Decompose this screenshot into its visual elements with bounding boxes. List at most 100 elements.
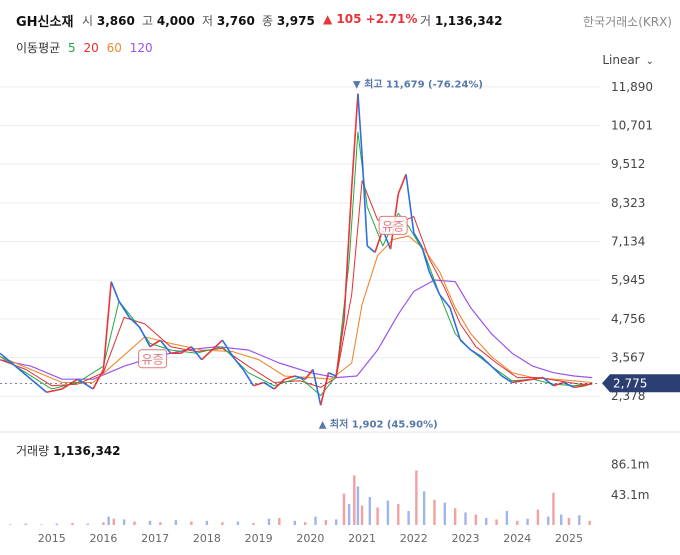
- volume-bar: [86, 523, 90, 525]
- volume-bar: [552, 492, 555, 525]
- high-price: 고 4,000: [142, 14, 195, 28]
- y-axis: 11,890 10,701 9,512 8,323 7,134 5,945 4,756 3,5…: [611, 80, 653, 403]
- price-segment: [574, 384, 585, 389]
- low-price: 저 3,760: [202, 14, 255, 28]
- y-tick-label: 9,512: [611, 157, 645, 171]
- volume-bar: [567, 518, 571, 525]
- event-tag-label: 유증: [382, 219, 404, 233]
- price-segment: [312, 369, 322, 406]
- price-segment: [553, 381, 565, 387]
- stock-name[interactable]: GH신소재: [16, 15, 74, 30]
- price-segment: [350, 93, 359, 188]
- price-segment: [428, 271, 441, 295]
- x-tick-label: 2022: [400, 532, 428, 545]
- volume-bar: [55, 523, 59, 525]
- x-tick-label: 2021: [348, 532, 376, 545]
- low-annotation: ▲ 최저 1,902 (45.90%): [319, 418, 438, 431]
- scale-dropdown[interactable]: Linear ⌄: [602, 53, 654, 67]
- volume-bar: [386, 500, 390, 525]
- price-segment: [397, 174, 407, 195]
- price-segment: [459, 339, 472, 351]
- volume-bar: [71, 522, 74, 525]
- price-segment: [542, 376, 554, 387]
- ma-label: 이동평균: [16, 41, 61, 55]
- volume-bar: [415, 470, 418, 525]
- quote-header: GH신소재 시 3,860 고 4,000 저 3,760 종 3,975 ▲ …: [0, 0, 680, 34]
- up-arrow-icon: ▲: [323, 12, 333, 26]
- ma-60: 60: [106, 41, 122, 55]
- grid-lines: [0, 86, 680, 433]
- price-segment: [77, 378, 94, 390]
- annotations: ▼ 최고 11,679 (-76.24%) ▲ 최저 1,902 (45.90%)…: [138, 78, 483, 431]
- volume-tick-label: 43.1m: [611, 488, 649, 502]
- y-tick-label: 3,567: [611, 351, 645, 365]
- volume-bar: [422, 491, 426, 525]
- volume-axis: 86.1m 43.1m: [611, 458, 649, 502]
- volume-bar: [360, 505, 364, 525]
- x-tick-label: 2016: [89, 532, 117, 545]
- price-segment: [294, 375, 306, 380]
- y-tick-label: 4,756: [611, 312, 645, 326]
- x-axis: 2015 2016 2017 2018 2019 2020 2021 2022 2023 2024…: [38, 532, 583, 545]
- volume-bar: [464, 512, 467, 525]
- price-segment: [319, 372, 330, 406]
- price-segment: [92, 369, 105, 390]
- volume-bar: [133, 521, 136, 525]
- price-segment: [149, 339, 161, 348]
- price-segment: [511, 380, 523, 384]
- current-price-label: 2,775: [613, 376, 647, 390]
- volume-panel-value: 1,136,342: [52, 444, 121, 458]
- volume-bar: [526, 518, 529, 525]
- price-change: ▲ 105 +2.71%: [323, 12, 418, 26]
- volume-bar: [236, 521, 240, 525]
- volume-bar: [159, 522, 162, 525]
- volume-bar: [578, 515, 581, 525]
- price-segment: [328, 371, 337, 377]
- x-tick-label: 2025: [555, 532, 583, 545]
- price-segment: [211, 339, 223, 351]
- volume-bar: [495, 519, 498, 525]
- price-segment: [221, 339, 234, 357]
- moving-average-legend[interactable]: 이동평균 5 20 60 120: [16, 39, 157, 56]
- y-tick-label: 2,378: [611, 389, 645, 403]
- close-price: 종 3,975: [262, 14, 315, 28]
- volume-bar: [293, 520, 297, 525]
- x-tick-label: 2018: [193, 532, 221, 545]
- volume-bar: [453, 508, 457, 525]
- volume-bar: [376, 507, 379, 525]
- ma20-line: [0, 180, 593, 388]
- price-segment: [366, 245, 376, 253]
- volume-bar: [40, 524, 43, 525]
- price-segment: [138, 326, 151, 348]
- x-tick-label: 2019: [245, 532, 273, 545]
- price-segment: [180, 346, 192, 354]
- x-tick-label: 2023: [452, 532, 480, 545]
- volume-bar: [267, 518, 271, 525]
- x-tick-label: 2024: [503, 532, 531, 545]
- y-tick-label: 7,134: [611, 235, 645, 249]
- ma120-line: [0, 279, 593, 380]
- volume-bar: [205, 520, 209, 525]
- x-tick-label: 2017: [141, 532, 169, 545]
- volume-bar: [368, 497, 372, 525]
- volume-readout: 거 1,136,342: [420, 14, 503, 28]
- event-tag-label: 유증: [142, 353, 164, 367]
- y-tick-label: 5,945: [611, 273, 645, 287]
- price-segment: [405, 174, 415, 233]
- volume-bar: [443, 502, 447, 525]
- price-segment: [304, 368, 314, 380]
- volume-bar: [335, 519, 338, 525]
- volume-bar: [303, 522, 307, 525]
- volume-bar: [102, 522, 105, 525]
- ma60-line: [0, 235, 593, 384]
- price-segment: [439, 294, 451, 309]
- volume-bar: [516, 520, 519, 525]
- volume-bar: [190, 521, 193, 525]
- volume-bar: [9, 524, 12, 525]
- volume-tick-label: 86.1m: [611, 458, 649, 472]
- price-segment: [190, 346, 203, 361]
- chevron-down-icon: ⌄: [645, 56, 654, 67]
- volume-bar: [174, 520, 178, 525]
- price-segment: [128, 316, 141, 328]
